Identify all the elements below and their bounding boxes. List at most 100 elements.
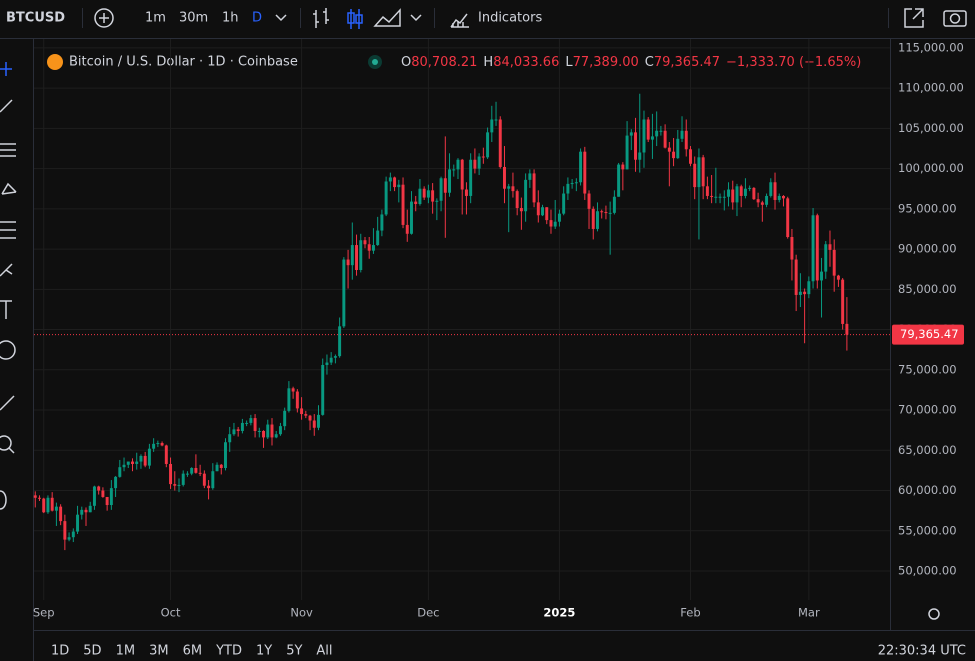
change: −1,333.70 (−1.65%) [726, 55, 861, 70]
range-button[interactable]: 1Y [256, 644, 272, 659]
candle-body [346, 259, 350, 266]
candle-body [321, 364, 325, 415]
candle-body [42, 498, 46, 513]
candle-body [54, 506, 58, 511]
candle-body [84, 509, 88, 513]
candle-body [126, 461, 130, 465]
y-tick-label: 95,000.00 [898, 201, 957, 215]
candle-body [705, 186, 709, 196]
candle-body [519, 208, 523, 212]
range-button[interactable]: 5D [83, 644, 101, 659]
ohlc-value: 77,389.00 [573, 55, 639, 70]
candle-body [435, 200, 439, 202]
candle-body [350, 245, 354, 266]
interval[interactable]: 1h [222, 11, 239, 26]
candle-body [798, 291, 802, 295]
candle-body [629, 132, 633, 136]
candle-body [211, 471, 215, 489]
screenshot[interactable] [943, 10, 967, 27]
candle-body [739, 186, 743, 196]
candle-body [71, 531, 75, 538]
candle-body [650, 136, 654, 140]
plot [33, 39, 890, 600]
candle-body [773, 182, 777, 200]
candle-body [76, 514, 80, 532]
candle-body [604, 212, 608, 214]
drawing-tools[interactable] [0, 62, 17, 510]
candle-body [67, 537, 71, 540]
symbol[interactable]: BTCUSD [6, 11, 65, 26]
candle-body [456, 159, 460, 170]
candle-body [688, 149, 692, 164]
candle-body [325, 362, 329, 365]
range-button[interactable]: 1D [51, 644, 69, 659]
candle-body [731, 189, 735, 203]
range-button[interactable]: 1M [116, 644, 136, 659]
candle-body [824, 244, 828, 272]
candle-body [667, 147, 671, 152]
x-tick-label: Nov [290, 606, 313, 620]
publish[interactable] [904, 8, 924, 28]
candle-body [807, 281, 811, 295]
candle-body [92, 486, 96, 506]
candle-body [693, 163, 697, 188]
candle-body [312, 420, 316, 428]
x-tick-label: Feb [680, 606, 700, 620]
candle-body [612, 196, 616, 213]
candle-body [274, 434, 278, 438]
area-style[interactable] [373, 8, 401, 27]
range-button[interactable]: 5Y [286, 644, 302, 659]
candle-body [329, 357, 333, 363]
candle-body [557, 213, 561, 222]
candle-body [266, 424, 270, 438]
candle-body [765, 195, 769, 205]
candle-body [481, 156, 485, 158]
y-tick-label: 75,000.00 [898, 362, 957, 376]
style-menu[interactable] [410, 14, 422, 22]
candle-body [545, 207, 549, 221]
interval-menu[interactable] [275, 14, 287, 22]
candle-body [240, 422, 244, 431]
candle-body [448, 169, 452, 193]
candle-body [794, 259, 798, 295]
candle-body [625, 135, 629, 170]
candle-body [245, 422, 249, 424]
y-tick-label: 110,000.00 [898, 81, 964, 95]
coin-logo [47, 54, 63, 70]
interval-active[interactable]: D [252, 11, 262, 26]
candle-body [152, 443, 156, 449]
range-button[interactable]: YTD [215, 644, 242, 659]
range-button[interactable]: 3M [149, 644, 169, 659]
candle-body [401, 184, 405, 225]
candle-body [207, 485, 211, 489]
candle-body [646, 119, 650, 140]
bar-style[interactable] [313, 8, 329, 28]
settings[interactable] [928, 608, 940, 620]
y-tick-label: 60,000.00 [898, 483, 957, 497]
candle-body [680, 130, 684, 139]
interval[interactable]: 1m [145, 11, 166, 26]
candle-body [735, 186, 739, 203]
candle-body [811, 215, 815, 282]
y-tick-label: 85,000.00 [898, 282, 957, 296]
range-button[interactable]: All [316, 644, 332, 659]
ohlc-key: O [401, 55, 411, 70]
candle-body [566, 183, 570, 194]
candle-body [422, 188, 426, 198]
y-tick-label: 65,000.00 [898, 443, 957, 457]
candle-body [752, 187, 756, 200]
candle-style-body [347, 12, 355, 24]
interval[interactable]: 30m [179, 11, 208, 26]
candle-body [507, 186, 511, 189]
add-symbol[interactable] [94, 8, 114, 28]
candle-body [38, 497, 41, 499]
screenshot-lens [949, 13, 961, 24]
range-button[interactable]: 6M [183, 644, 203, 659]
candle-body [659, 130, 663, 132]
ohlc-value: 79,365.47 [654, 55, 720, 70]
x-tick-label: Oct [161, 606, 181, 620]
indicators-button[interactable]: Indicators [478, 11, 542, 26]
candle-body [359, 240, 363, 270]
